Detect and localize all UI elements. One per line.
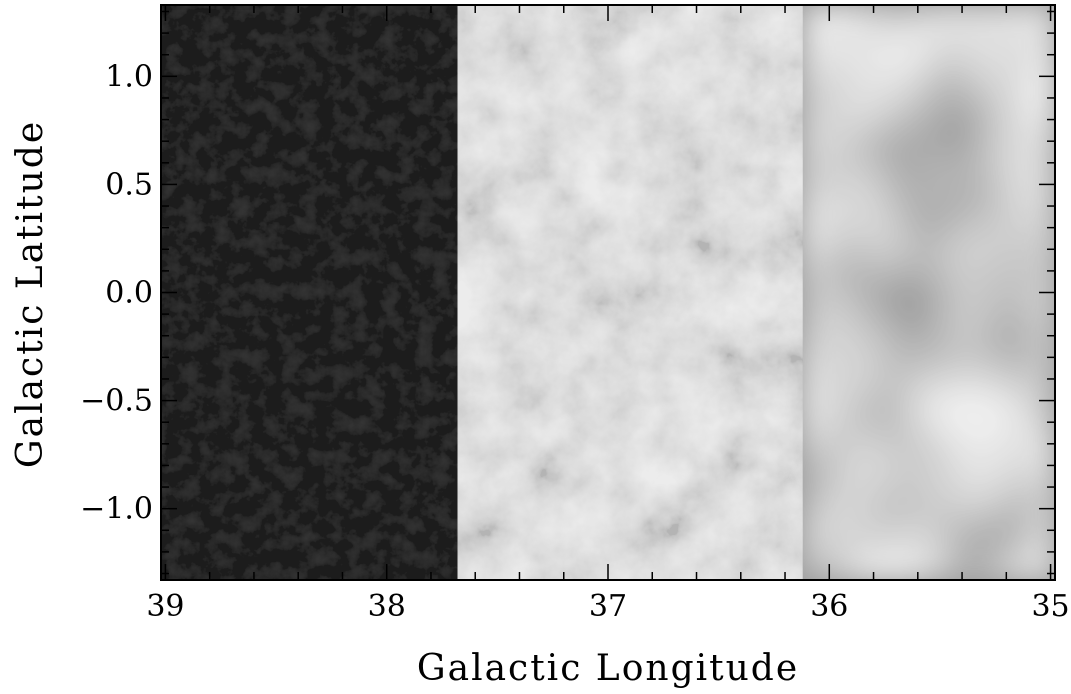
panel-middle <box>457 5 803 580</box>
panel-right <box>802 5 1055 580</box>
y-tick-label: 0.0 <box>105 276 153 311</box>
y-axis-label: Galactic Latitude <box>10 120 51 468</box>
panel-right-texture <box>802 5 1055 580</box>
y-tick-labels: 1.0 0.5 0.0 −0.5 −1.0 <box>80 59 153 526</box>
plot-frame <box>160 4 1056 581</box>
x-axis-label: Galactic Longitude <box>417 648 799 689</box>
x-tick-label: 35 <box>1031 589 1069 624</box>
axis-ticks <box>161 5 1055 580</box>
x-tick-label: 38 <box>368 589 406 624</box>
y-tick-label: −0.5 <box>80 384 153 419</box>
x-tick-label: 39 <box>146 589 184 624</box>
x-tick-label: 36 <box>810 589 848 624</box>
image-panels <box>161 5 1055 580</box>
x-tick-label: 37 <box>589 589 627 624</box>
y-tick-label: 1.0 <box>105 59 153 94</box>
panel-middle-texture <box>457 5 803 580</box>
y-tick-label: 0.5 <box>105 167 153 202</box>
panel-left <box>161 5 458 580</box>
panel-left-texture <box>161 5 458 580</box>
x-tick-labels: 39 38 37 36 35 <box>146 589 1069 624</box>
y-tick-label: −1.0 <box>80 492 153 527</box>
